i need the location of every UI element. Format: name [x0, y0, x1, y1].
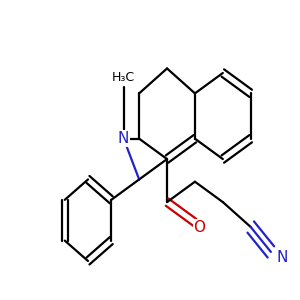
Text: H₃C: H₃C: [112, 71, 135, 84]
Text: N: N: [118, 131, 129, 146]
Text: N: N: [277, 250, 288, 265]
Text: O: O: [194, 220, 206, 235]
